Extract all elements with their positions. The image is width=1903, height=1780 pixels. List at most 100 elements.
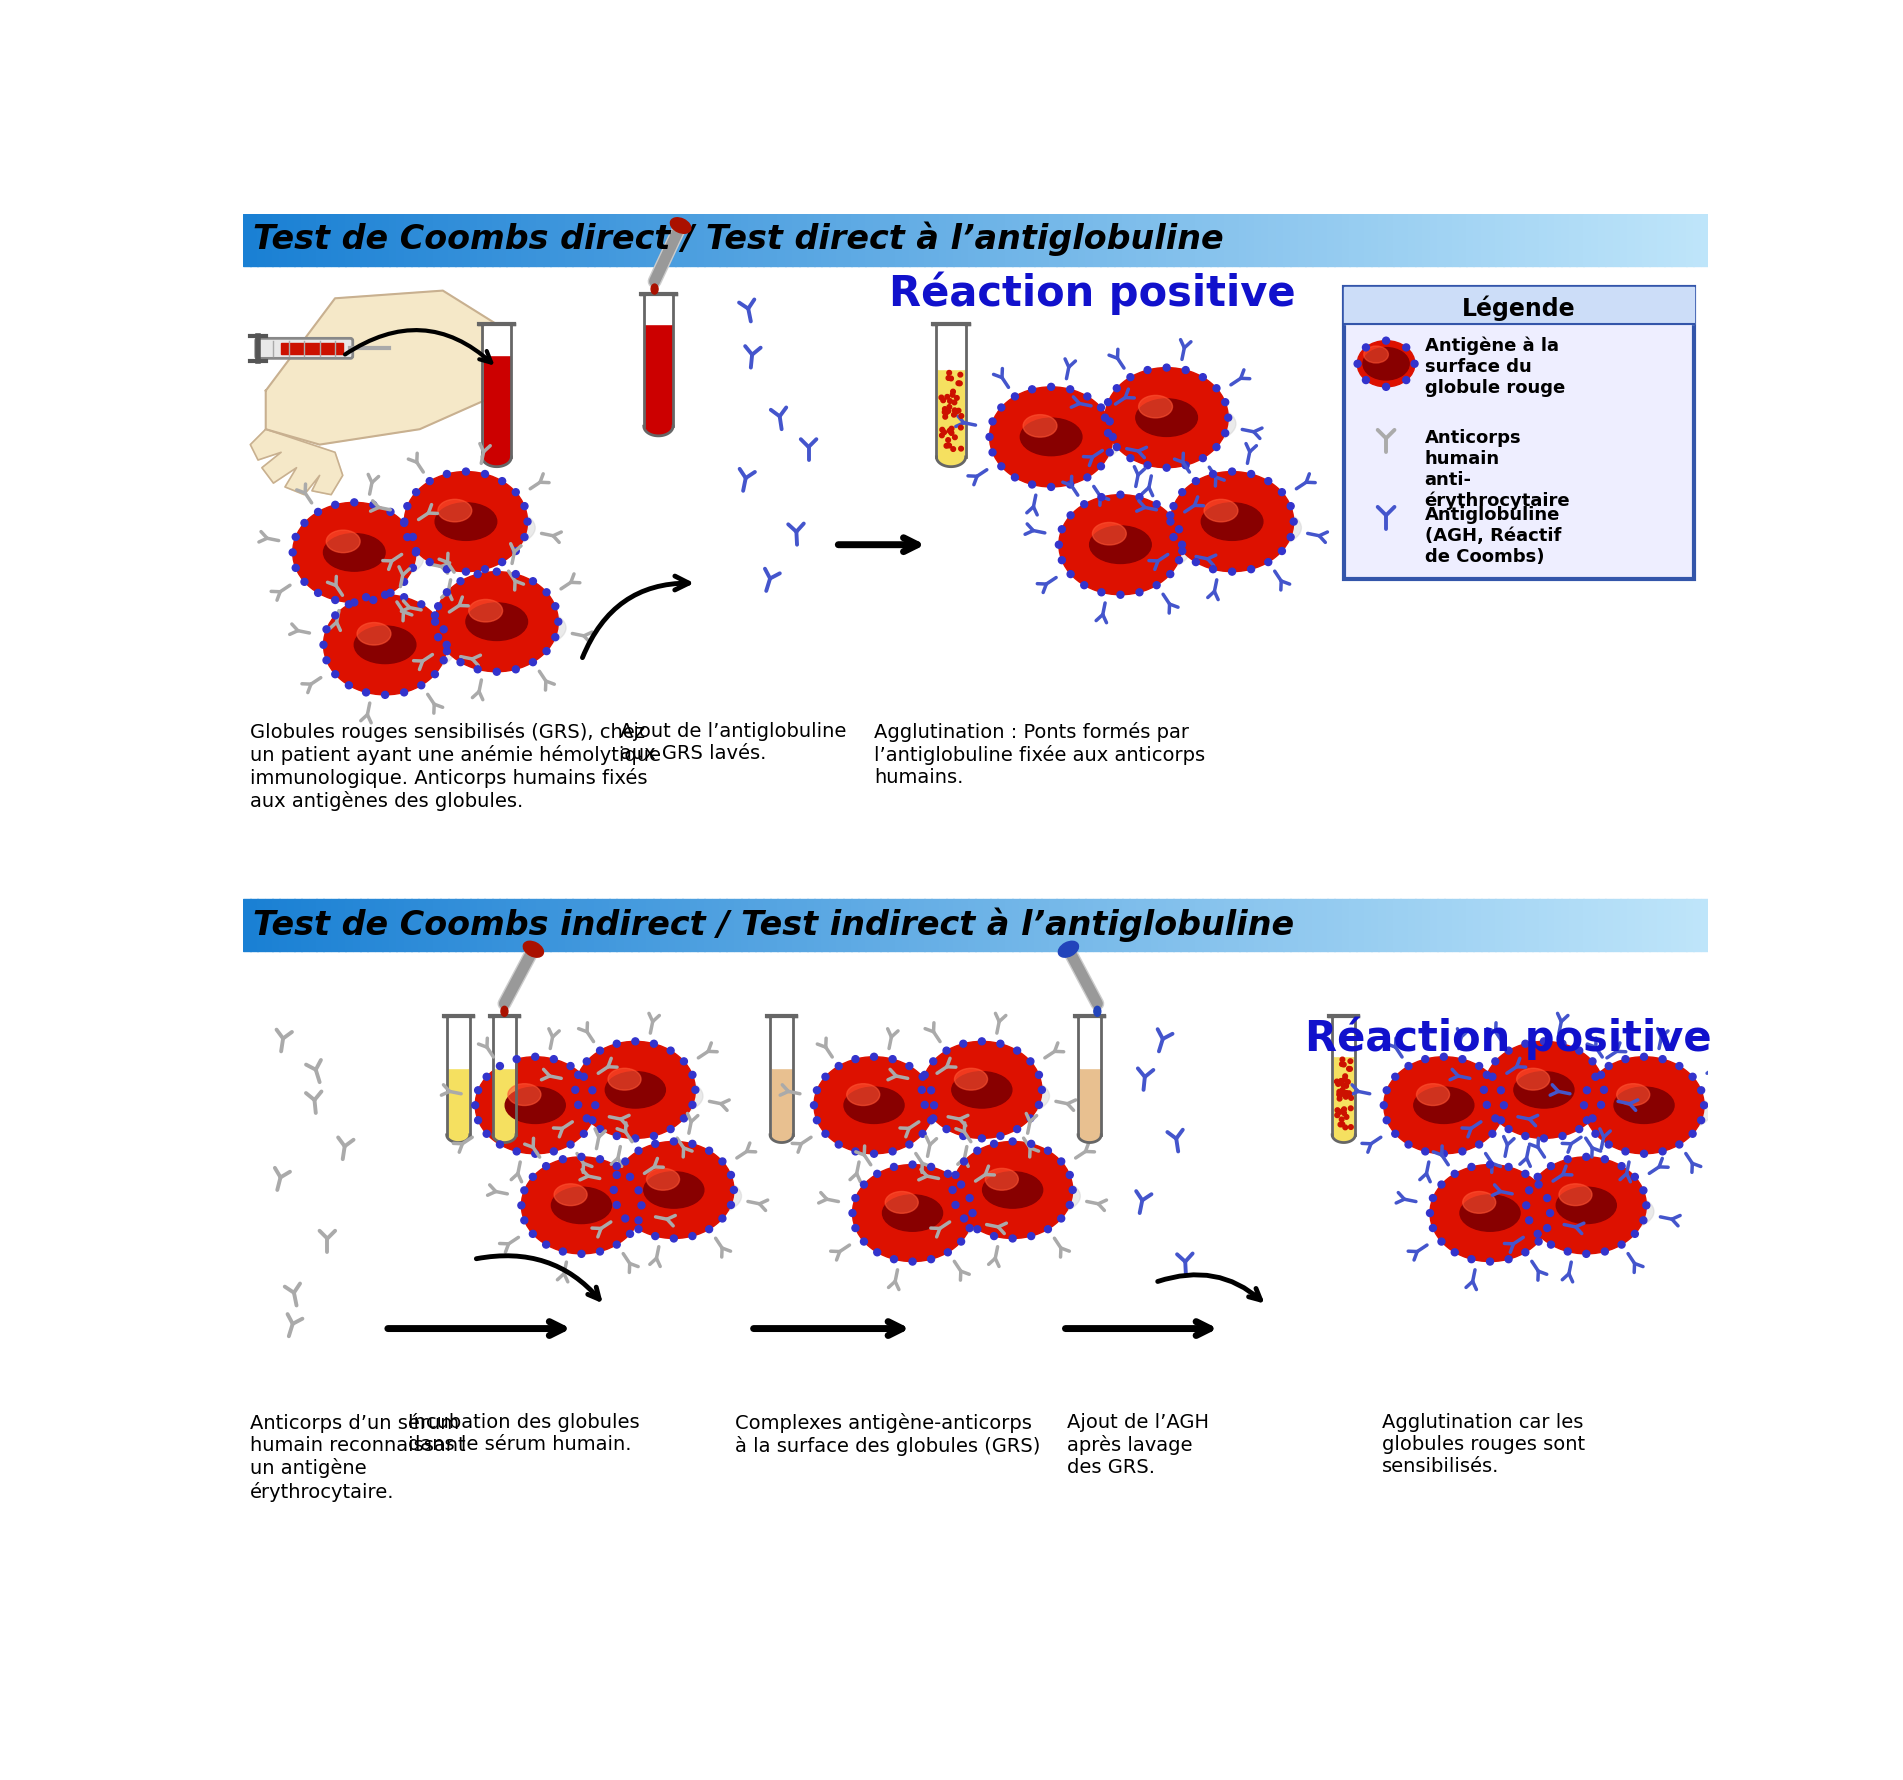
Bar: [1606, 899, 1614, 951]
Circle shape: [350, 600, 358, 605]
Bar: [1496, 899, 1503, 951]
Text: Test de Coombs indirect / Test indirect à l’antiglobuline: Test de Coombs indirect / Test indirect …: [253, 908, 1294, 942]
Circle shape: [493, 568, 500, 575]
Circle shape: [891, 1255, 898, 1262]
Bar: [1290, 899, 1298, 951]
Circle shape: [1338, 1121, 1344, 1127]
Ellipse shape: [575, 1041, 695, 1139]
Ellipse shape: [1517, 1068, 1549, 1089]
Circle shape: [1460, 1148, 1465, 1155]
Circle shape: [1427, 1210, 1433, 1216]
Circle shape: [1349, 1096, 1353, 1100]
Bar: [879, 899, 889, 951]
Bar: [1694, 214, 1701, 265]
Circle shape: [386, 509, 394, 516]
Circle shape: [567, 1141, 575, 1148]
Bar: [499, 214, 508, 265]
Circle shape: [1505, 1255, 1513, 1262]
Bar: [1334, 899, 1342, 951]
Bar: [1115, 214, 1123, 265]
Circle shape: [571, 1086, 579, 1093]
Circle shape: [579, 1153, 584, 1161]
Circle shape: [331, 612, 339, 619]
Ellipse shape: [643, 1171, 704, 1209]
Ellipse shape: [854, 1194, 980, 1244]
Bar: [316, 214, 324, 265]
Circle shape: [1028, 1057, 1033, 1064]
Bar: [573, 899, 580, 951]
Bar: [331, 214, 339, 265]
Bar: [282, 344, 343, 354]
Circle shape: [1589, 1057, 1597, 1064]
Circle shape: [997, 1132, 1005, 1139]
Circle shape: [1340, 1118, 1344, 1121]
Circle shape: [1429, 1194, 1437, 1202]
Circle shape: [990, 418, 995, 425]
Circle shape: [670, 1137, 677, 1145]
Bar: [495, 1068, 514, 1136]
Circle shape: [1104, 429, 1111, 436]
Bar: [440, 899, 449, 951]
Circle shape: [588, 1116, 596, 1123]
Bar: [1224, 214, 1233, 265]
Text: Incubation des globules
dans le sérum humain.: Incubation des globules dans le sérum hu…: [407, 1413, 639, 1454]
Bar: [1401, 214, 1408, 265]
Circle shape: [1492, 1057, 1500, 1064]
Bar: [1452, 214, 1460, 265]
Bar: [1092, 214, 1100, 265]
Circle shape: [575, 1102, 582, 1109]
Bar: [799, 899, 807, 951]
Ellipse shape: [991, 418, 1121, 468]
Circle shape: [1049, 383, 1054, 390]
Circle shape: [1338, 1079, 1344, 1084]
Circle shape: [1340, 1109, 1345, 1114]
Bar: [1642, 899, 1650, 951]
Circle shape: [622, 1216, 628, 1221]
Circle shape: [967, 1194, 972, 1202]
Bar: [1267, 899, 1277, 951]
Circle shape: [542, 589, 550, 596]
Bar: [946, 899, 953, 951]
Circle shape: [432, 671, 438, 678]
Circle shape: [1488, 1130, 1496, 1137]
Circle shape: [822, 1073, 830, 1080]
Circle shape: [1600, 1086, 1608, 1093]
Circle shape: [529, 1230, 537, 1237]
Ellipse shape: [651, 285, 658, 294]
Bar: [1473, 899, 1482, 951]
Circle shape: [1068, 481, 1073, 488]
Circle shape: [1642, 1202, 1650, 1209]
Circle shape: [944, 408, 950, 413]
Bar: [1547, 899, 1555, 951]
Bar: [1262, 899, 1269, 951]
Bar: [1290, 214, 1298, 265]
Circle shape: [1404, 1063, 1412, 1070]
Circle shape: [1383, 1116, 1391, 1123]
Circle shape: [1340, 1121, 1345, 1127]
Ellipse shape: [436, 571, 558, 671]
Bar: [447, 214, 457, 265]
Bar: [1503, 899, 1511, 951]
Circle shape: [668, 1125, 674, 1132]
Bar: [521, 899, 529, 951]
Circle shape: [443, 566, 451, 573]
Bar: [383, 899, 390, 951]
Circle shape: [1593, 1073, 1599, 1080]
Circle shape: [584, 1057, 590, 1064]
Circle shape: [1248, 470, 1254, 477]
Ellipse shape: [847, 1084, 879, 1105]
Bar: [594, 899, 603, 951]
Bar: [784, 214, 794, 265]
Bar: [1635, 899, 1642, 951]
Bar: [1203, 899, 1210, 951]
Circle shape: [1178, 490, 1186, 495]
Bar: [902, 214, 910, 265]
Circle shape: [940, 399, 946, 402]
Ellipse shape: [1201, 502, 1264, 541]
Circle shape: [493, 668, 500, 675]
Circle shape: [1505, 1164, 1513, 1171]
Circle shape: [550, 1056, 558, 1063]
Bar: [1481, 214, 1488, 265]
Ellipse shape: [1363, 347, 1410, 379]
Circle shape: [1193, 559, 1199, 566]
